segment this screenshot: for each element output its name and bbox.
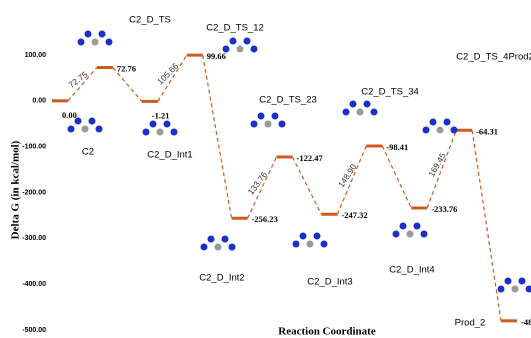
value-label: 99.66 [207, 51, 226, 61]
x-axis-title: Reaction Coordinate [278, 326, 376, 338]
molecule-atom [164, 121, 171, 128]
molecule-atom [364, 101, 371, 108]
molecule-atom [357, 109, 364, 116]
molecule-atom [279, 121, 286, 128]
molecule-atom [157, 129, 164, 136]
molecule-atom [519, 278, 526, 285]
barrier-label: 105.66 [155, 61, 180, 87]
molecule-atom [244, 38, 251, 45]
molecule-atom [444, 119, 451, 126]
molecule-atom [222, 236, 229, 243]
molecule-atom [350, 101, 357, 108]
molecule-atom [99, 31, 106, 38]
molecule-atom [293, 241, 300, 248]
value-label: 72.76 [117, 63, 136, 73]
molecule-atom [171, 129, 178, 136]
molecule-atom [78, 39, 85, 46]
value-label: -64.31 [476, 126, 498, 136]
barrier-label: 133.76 [246, 170, 270, 197]
molecule-atom [85, 31, 92, 38]
molecule-atom [265, 121, 272, 128]
molecule-atom [430, 119, 437, 126]
species-label: C2_D_TS_23 [259, 95, 317, 106]
y-tick-label: -100.00 [22, 144, 46, 151]
y-tick-label: -500.00 [22, 327, 46, 334]
species-label: C2_D_TS [129, 15, 171, 26]
value-label: -233.76 [431, 204, 457, 214]
molecule-atom [237, 46, 244, 53]
y-axis-title: Delta G (in kcal/mol) [10, 140, 22, 239]
species-label: C2_D_Int1 [147, 150, 192, 161]
molecule-atom [150, 121, 157, 128]
molecule-atom [393, 231, 400, 238]
connector [293, 157, 322, 214]
molecule-atom [258, 113, 265, 120]
y-tick-label: 100.00 [25, 52, 47, 59]
molecule-atom [414, 223, 421, 230]
species-label: C2_D_TS_34 [361, 87, 419, 98]
y-tick-label: -200.00 [22, 189, 46, 196]
chart: Delta G (in kcal/mol) Reaction Coordinat… [0, 0, 531, 338]
molecule-atom [230, 38, 237, 45]
molecule-atom [437, 127, 444, 134]
molecule-atom [223, 46, 230, 53]
molecule-atom [300, 233, 307, 240]
molecule-atom [251, 121, 258, 128]
species-label: C2_D_TS_4Prod2 [456, 52, 531, 63]
species-label: C2_D_TS_12 [206, 23, 264, 34]
molecule-atom [229, 244, 236, 251]
value-label: -247.32 [341, 210, 367, 220]
molecule-atom [321, 241, 328, 248]
molecule-atom [421, 231, 428, 238]
value-label: 0.00 [62, 110, 77, 120]
molecule-atom [505, 278, 512, 285]
molecule-atom [407, 231, 414, 238]
y-tick-label: -300.00 [22, 235, 46, 242]
molecule-atom [314, 233, 321, 240]
species-label: C2_D_Int3 [307, 277, 352, 288]
value-label: -98.41 [386, 142, 408, 152]
y-tick-label: -400.00 [22, 281, 46, 288]
molecule-atom [89, 118, 96, 125]
molecule-atom [201, 244, 208, 251]
barrier-label: 72.75 [66, 69, 89, 90]
barrier-label: 169.45 [426, 151, 448, 179]
barrier-label: 148.90 [336, 162, 359, 189]
molecule-atom [512, 286, 519, 293]
molecule-atom [498, 286, 505, 293]
molecule-atom [423, 127, 430, 134]
molecule-atom [307, 241, 314, 248]
connector [472, 130, 501, 321]
molecule-atom [272, 113, 279, 120]
value-label: -480.00 [521, 317, 531, 327]
molecule-atom [215, 244, 222, 251]
molecule-atom [343, 109, 350, 116]
molecule-atom [400, 223, 407, 230]
molecule-atom [251, 46, 258, 53]
molecule-atom [208, 236, 215, 243]
connector [203, 55, 232, 218]
molecule-atom [82, 126, 89, 133]
species-label: C2_D_Int2 [199, 273, 244, 284]
species-label: Prod_2 [455, 318, 486, 329]
molecule-atom [96, 126, 103, 133]
molecule-atom [371, 109, 378, 116]
molecule-atom [75, 118, 82, 125]
molecule-atom [526, 286, 531, 293]
value-label: -256.23 [252, 214, 278, 224]
molecule-atom [92, 39, 99, 46]
species-label: C2_D_Int4 [389, 265, 434, 276]
molecule-atom [68, 126, 75, 133]
connector [382, 146, 411, 208]
molecule-atom [143, 129, 150, 136]
value-label: -122.47 [297, 153, 324, 163]
value-label: -1.21 [152, 110, 170, 120]
y-tick-label: 0.00 [32, 98, 46, 105]
molecule-atom [106, 39, 113, 46]
species-label: C2 [82, 147, 94, 158]
molecule-atom [451, 127, 458, 134]
